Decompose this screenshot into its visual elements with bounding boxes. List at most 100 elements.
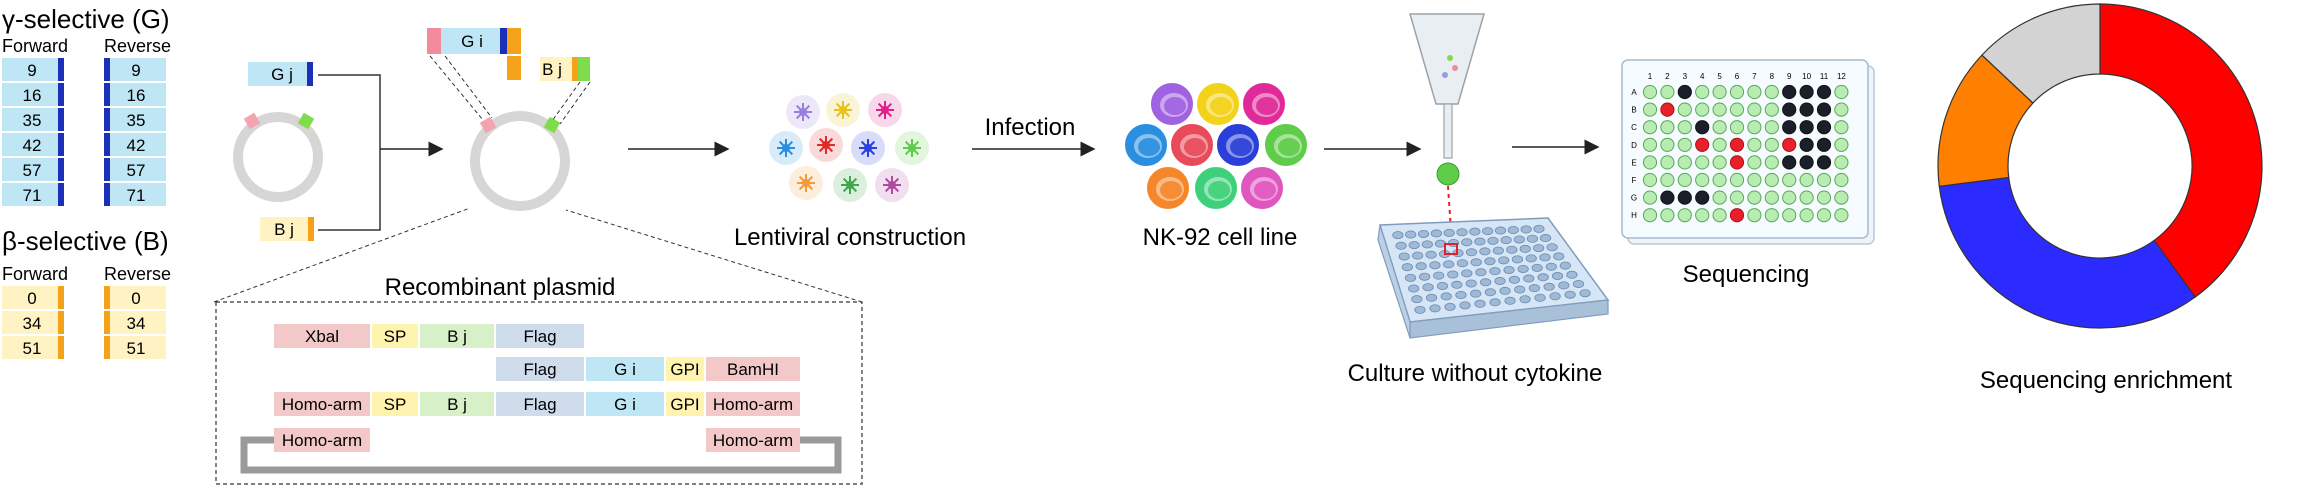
sequencing-well xyxy=(1712,155,1727,170)
sequencing-well xyxy=(1712,137,1727,152)
sequencing-well xyxy=(1816,137,1832,152)
plate-well xyxy=(1533,244,1545,253)
plate-well xyxy=(1408,284,1420,293)
reverse-value: 9 xyxy=(131,61,140,80)
forward-marker xyxy=(58,83,64,106)
forward-cell xyxy=(2,58,64,81)
forward-value: 57 xyxy=(23,161,42,180)
forward-cell xyxy=(2,311,64,334)
sequencing-well xyxy=(1712,84,1727,100)
forward-cell xyxy=(2,83,64,106)
plate-well xyxy=(1564,290,1576,299)
forward-cell xyxy=(2,336,64,359)
gi-block xyxy=(586,392,664,416)
plate-well xyxy=(1405,230,1417,239)
beta-title: β-selective (B) xyxy=(2,226,169,256)
homo-arm-label: Homo-arm xyxy=(713,395,793,414)
gi-block-label: G i xyxy=(614,395,636,414)
bj2-insert xyxy=(540,57,574,81)
gi-insert xyxy=(441,28,501,54)
dash-guide xyxy=(559,81,591,125)
plate-well xyxy=(1392,231,1404,240)
gj-marker xyxy=(307,62,313,86)
sequencing-well xyxy=(1764,137,1779,152)
sequencing-well xyxy=(1834,84,1849,100)
bj-block xyxy=(420,324,494,348)
sequencing-well xyxy=(1642,137,1658,152)
plate-col-label: 12 xyxy=(1837,72,1846,81)
plate-well xyxy=(1551,272,1564,281)
plate-col-label: 2 xyxy=(1665,72,1670,81)
nk92-cell xyxy=(1239,165,1285,211)
plate-well xyxy=(1455,291,1467,300)
gi-blue-marker xyxy=(500,28,507,54)
flag-block xyxy=(496,324,584,348)
reverse-marker xyxy=(104,311,110,334)
plate-well xyxy=(1419,272,1431,281)
forward-value: 16 xyxy=(23,86,42,105)
bj2-orange xyxy=(507,56,521,80)
reverse-marker xyxy=(104,158,110,181)
gamma-forward-label: Forward xyxy=(2,36,68,56)
plate-well xyxy=(1430,229,1442,238)
bamhi-block xyxy=(706,357,800,381)
sequencing-well xyxy=(1782,137,1797,152)
sequencing-well xyxy=(1660,190,1675,205)
gamma-table: 9 16 35 42 57 71 9 16 35 42 57 71 xyxy=(2,58,166,206)
plate-row-label: G xyxy=(1631,194,1637,203)
plate-well xyxy=(1443,228,1455,237)
sequencing-well xyxy=(1764,172,1779,188)
plate-well xyxy=(1456,228,1468,237)
sequencing-well xyxy=(1642,84,1658,100)
sequencing-well xyxy=(1747,120,1762,135)
plate-well xyxy=(1469,227,1481,236)
plate-well xyxy=(1500,236,1512,245)
gamma-title: γ-selective (G) xyxy=(2,4,170,34)
nk92-cell xyxy=(1263,122,1309,168)
sequencing-well xyxy=(1799,208,1814,223)
xbal-label: Xbal xyxy=(305,327,339,346)
sorted-cell xyxy=(1436,162,1460,186)
sequencing-well xyxy=(1799,172,1814,188)
sequencing-label: Sequencing xyxy=(1683,261,1810,288)
culture-plate-wells xyxy=(1392,224,1591,314)
forward-value: 51 xyxy=(23,339,42,358)
plate-well xyxy=(1433,271,1445,280)
lentivirus-particle xyxy=(868,93,902,127)
dash-guide xyxy=(551,81,581,122)
sequencing-well xyxy=(1799,84,1814,100)
forward-value: 9 xyxy=(27,61,36,80)
forward-value: 34 xyxy=(23,314,42,333)
lentivirus-particle xyxy=(833,168,867,202)
gj-label: G j xyxy=(271,65,293,84)
reverse-cell xyxy=(104,133,166,156)
lentivirus-particle xyxy=(786,95,820,129)
plate-well xyxy=(1425,293,1438,302)
plate-well xyxy=(1523,274,1535,283)
sequencing-well xyxy=(1712,172,1727,188)
gi-label: G i xyxy=(461,32,483,51)
sequencing-well xyxy=(1764,190,1779,205)
ring-pink-site xyxy=(479,116,497,134)
lentivirus-particle xyxy=(826,93,860,127)
plate-well xyxy=(1543,282,1555,291)
gi-pink-end xyxy=(427,28,441,54)
plate-well xyxy=(1494,226,1507,235)
reverse-value: 51 xyxy=(127,339,146,358)
sequencing-well xyxy=(1816,155,1832,170)
donut-slice-gray xyxy=(1981,3,2101,104)
sequencing-well xyxy=(1729,84,1745,100)
reverse-cell xyxy=(104,286,166,309)
plate-col-label: 10 xyxy=(1802,72,1811,81)
sequencing-well xyxy=(1816,208,1832,223)
sequencing-well xyxy=(1695,208,1710,223)
homo-arm-block xyxy=(706,392,800,416)
sequencing-well xyxy=(1834,102,1849,117)
sequencing-well xyxy=(1677,208,1692,223)
bracket-line xyxy=(318,74,381,231)
plate-well xyxy=(1417,229,1430,238)
sequencing-well xyxy=(1729,208,1745,223)
plate-col-label: 1 xyxy=(1648,72,1653,81)
sp-label: SP xyxy=(384,327,407,346)
